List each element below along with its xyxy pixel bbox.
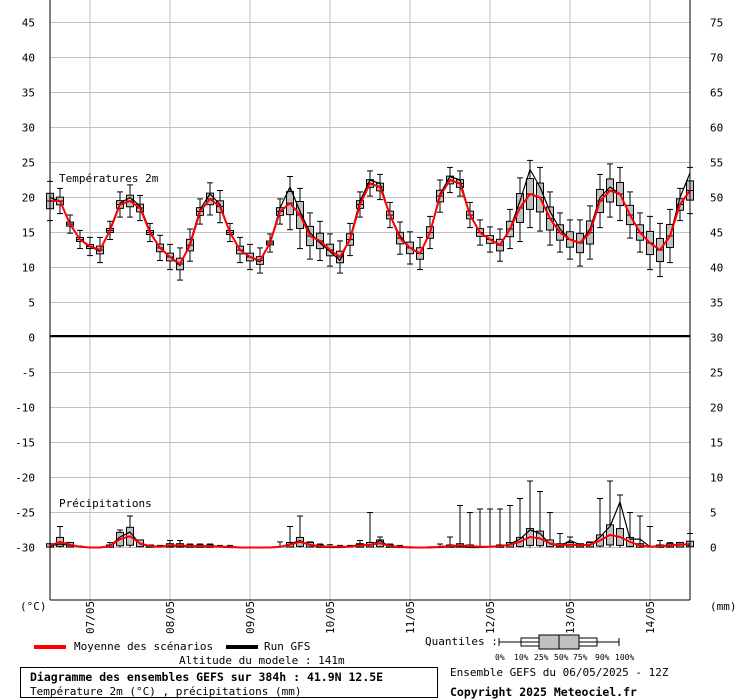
temp-mean-line [50, 179, 691, 265]
quantile-box-icon [498, 634, 620, 650]
x-tick-label: 07/05 [84, 601, 97, 634]
temperature-panel-title: Températures 2m [59, 172, 159, 185]
quantile-tick-label: 10% [514, 653, 529, 662]
right-tick-label: 25 [710, 367, 723, 380]
copyright: Copyright 2025 Meteociel.fr [450, 685, 637, 699]
left-tick-label: 25 [22, 157, 35, 170]
left-tick-label: 20 [22, 192, 35, 205]
x-tick-label: 08/05 [164, 601, 177, 634]
left-tick-label: -20 [15, 472, 35, 485]
axis-ticks: 454035302520151050-5-10-15-20-25-3075706… [15, 17, 723, 635]
precipitation-panel-title: Précipitations [59, 497, 152, 510]
legend-mean-label: Moyenne des scénarios [74, 640, 214, 653]
x-tick-label: 10/05 [324, 601, 337, 634]
left-tick-label: 30 [22, 122, 35, 135]
right-tick-label: 60 [710, 122, 723, 135]
quantile-tick-label: 100% [615, 653, 635, 662]
chart-grid [50, 0, 690, 600]
right-tick-label: 50 [710, 192, 723, 205]
quantile-tick-label: 0% [495, 653, 505, 662]
left-tick-label: 10 [22, 262, 35, 275]
left-tick-label: -30 [15, 542, 35, 555]
left-axis-unit: (°C) [20, 600, 47, 613]
right-tick-label: 20 [710, 402, 723, 415]
legend-mean-swatch [34, 645, 66, 649]
right-tick-label: 5 [710, 507, 717, 520]
right-tick-label: 10 [710, 472, 723, 485]
quantile-tick-label: 25% [534, 653, 549, 662]
left-tick-label: 0 [28, 332, 35, 345]
quantile-tick-label: 75% [573, 653, 588, 662]
left-tick-label: -25 [15, 507, 35, 520]
right-tick-label: 15 [710, 437, 723, 450]
right-axis-unit: (mm) [710, 600, 737, 613]
altitude-label: Altitude du modele : 141m [179, 654, 345, 667]
right-tick-label: 35 [710, 297, 723, 310]
quantiles-label: Quantiles : [425, 635, 498, 648]
right-tick-label: 40 [710, 262, 723, 275]
quantile-tick-label: 50% [554, 653, 569, 662]
x-tick-label: 14/05 [644, 601, 657, 634]
diagram-title: Diagramme des ensembles GEFS sur 384h : … [30, 670, 384, 684]
left-tick-label: -15 [15, 437, 35, 450]
legend-run-swatch [226, 645, 258, 649]
left-tick-label: 15 [22, 227, 35, 240]
ensemble-date: Ensemble GEFS du 06/05/2025 - 12Z [450, 666, 669, 679]
left-tick-label: -10 [15, 402, 35, 415]
diagram-subtitle: Température 2m (°C) , précipitations (mm… [30, 685, 302, 698]
right-tick-label: 65 [710, 87, 723, 100]
left-tick-label: 35 [22, 87, 35, 100]
right-tick-label: 55 [710, 157, 723, 170]
left-tick-label: 40 [22, 52, 35, 65]
left-tick-label: -5 [22, 367, 35, 380]
left-tick-label: 45 [22, 17, 35, 30]
quantile-tick-label: 90% [595, 653, 610, 662]
x-tick-label: 12/05 [484, 601, 497, 634]
right-tick-label: 75 [710, 17, 723, 30]
right-tick-label: 45 [710, 227, 723, 240]
legend-run-label: Run GFS [264, 640, 311, 653]
x-tick-label: 11/05 [404, 601, 417, 634]
series-lines [49, 168, 691, 549]
x-tick-label: 13/05 [564, 601, 577, 634]
right-tick-label: 70 [710, 52, 723, 65]
x-tick-label: 09/05 [244, 601, 257, 634]
chart-frame [49, 0, 691, 601]
right-tick-label: 30 [710, 332, 723, 345]
right-tick-label: 0 [710, 542, 717, 555]
left-tick-label: 5 [28, 297, 35, 310]
info-box: Diagramme des ensembles GEFS sur 384h : … [20, 667, 438, 698]
precip-mean-line [49, 533, 691, 549]
